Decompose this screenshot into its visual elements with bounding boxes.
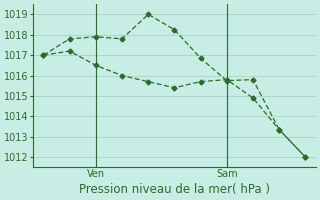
X-axis label: Pression niveau de la mer( hPa ): Pression niveau de la mer( hPa ) — [79, 183, 270, 196]
